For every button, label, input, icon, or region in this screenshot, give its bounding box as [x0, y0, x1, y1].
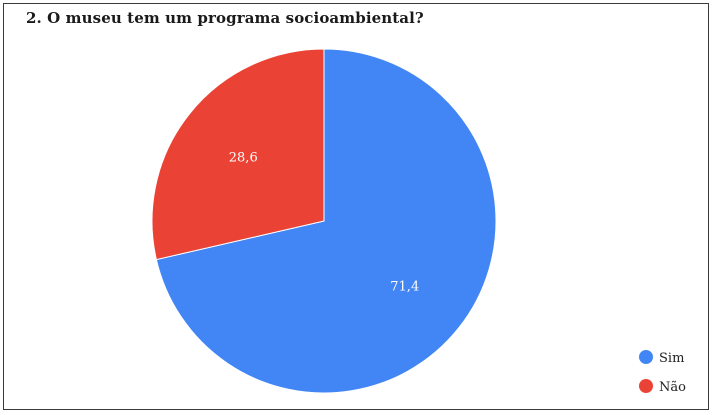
- data-label-sim: 71,4: [390, 279, 419, 294]
- pie-slice-não: [151, 48, 325, 261]
- data-label-não: 28,6: [229, 151, 258, 166]
- legend-label-sim: Sim: [659, 351, 684, 366]
- pie-slices: [151, 48, 497, 394]
- pie-data-labels: 71,4 28,6: [229, 151, 419, 295]
- legend-marker-sim: [639, 350, 653, 364]
- pie-slice-sim: [155, 48, 497, 394]
- chart-title: 2. O museu tem um programa socioambienta…: [26, 9, 424, 27]
- legend-label-não: Não: [659, 380, 686, 395]
- legend: Sim Não: [639, 350, 686, 395]
- legend-marker-não: [639, 379, 653, 393]
